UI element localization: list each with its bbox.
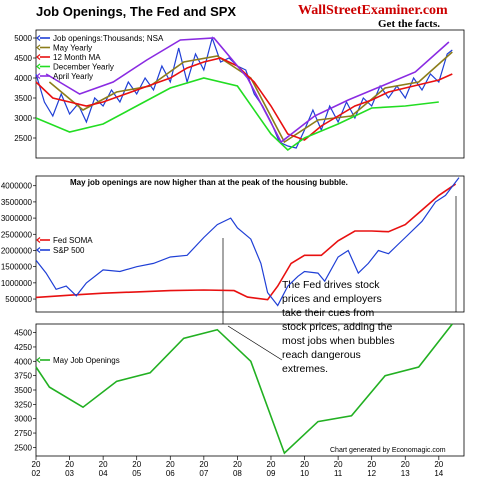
y-tick-label: 3000000 (1, 214, 33, 223)
y-tick-label: 4500 (14, 329, 32, 338)
x-tick-label: 02 (32, 469, 41, 478)
x-tick-label-century: 20 (65, 460, 74, 469)
y-tick-label: 4000000 (1, 182, 33, 191)
legend-arrow-icon (36, 54, 41, 60)
legend-label: December Yearly (53, 63, 114, 72)
annotation-line: stock prices, adding the (282, 321, 392, 333)
brand-logo: WallStreetExaminer.com (298, 3, 448, 18)
x-tick-label-century: 20 (132, 460, 141, 469)
x-tick-label-century: 20 (401, 460, 410, 469)
legend-label: S&P 500 (53, 246, 85, 255)
x-tick-label: 03 (65, 469, 74, 478)
y-tick-label: 3000 (14, 114, 32, 123)
legend-label: May Job Openings (53, 356, 120, 365)
x-tick-label-century: 20 (300, 460, 309, 469)
y-tick-label: 1000000 (1, 279, 33, 288)
x-tick-label-century: 20 (99, 460, 108, 469)
annotation-block: The Fed drives stock prices and employer… (282, 279, 395, 375)
y-tick-label: 4250 (14, 343, 32, 352)
x-tick-label: 04 (99, 469, 108, 478)
y-tick-label: 2500000 (1, 230, 33, 239)
top-panel-frame (35, 29, 465, 159)
middle-panel-frame (35, 175, 465, 313)
y-tick-label: 4500 (14, 54, 32, 63)
y-tick-label: 1500000 (1, 263, 33, 272)
chart-credit: Chart generated by Economagic.com (330, 447, 446, 454)
y-tick-label: 2750 (14, 429, 32, 438)
x-tick-label-century: 20 (32, 460, 41, 469)
y-tick-label: 4000 (14, 74, 32, 83)
annotation-pointer (227, 325, 283, 361)
x-tick-label: 14 (434, 469, 443, 478)
series-line (35, 57, 453, 141)
legend-arrow-icon (36, 35, 41, 41)
y-tick-label: 3000 (14, 415, 32, 424)
series-line (35, 177, 460, 307)
middle-note: May job openings are now higher than at … (70, 178, 348, 187)
y-tick-label: 5000 (14, 34, 32, 43)
legend-label: 12 Month MA (53, 53, 101, 62)
annotation-line: take their cues from (282, 307, 374, 319)
series-line (45, 37, 450, 144)
legend-arrow-icon (36, 237, 41, 243)
x-tick-label-century: 20 (267, 460, 276, 469)
y-tick-label: 3500 (14, 94, 32, 103)
x-tick-label-century: 20 (367, 460, 376, 469)
brand-tagline: Get the facts. (378, 18, 440, 30)
y-tick-label: 2500 (14, 443, 32, 452)
legend-label: Job openings:Thousands; NSA (53, 34, 164, 43)
annotation-line: The Fed drives stock (282, 279, 380, 291)
legend-arrow-icon (36, 63, 41, 70)
connector-lines (222, 196, 457, 361)
legend-label: May Yearly (53, 44, 92, 53)
x-tick-label: 09 (267, 469, 276, 478)
x-tick-label: 05 (132, 469, 141, 478)
legend-label: April Yearly (53, 72, 93, 81)
y-tick-label: 2000000 (1, 246, 33, 255)
x-tick-label: 07 (199, 469, 208, 478)
x-tick-label-century: 20 (233, 460, 242, 469)
y-tick-label: 500000 (5, 295, 32, 304)
annotation-line: extremes. (282, 363, 328, 375)
chart-title: Job Openings, The Fed and SPX (36, 4, 236, 19)
x-tick-label: 08 (233, 469, 242, 478)
legend-label: Fed SOMA (53, 236, 93, 245)
x-tick-label: 13 (401, 469, 410, 478)
annotation-line: reach dangerous (282, 349, 361, 361)
legend-arrow-icon (36, 357, 41, 363)
annotation-line: prices and employers (282, 293, 382, 305)
x-tick-label-century: 20 (434, 460, 443, 469)
y-tick-label: 3750 (14, 372, 32, 381)
y-tick-label: 3500 (14, 386, 32, 395)
annotation-line: most jobs when bubbles (282, 335, 395, 347)
legend-arrow-icon (36, 44, 41, 51)
legend-arrow-icon (36, 73, 41, 79)
y-tick-label: 4000 (14, 357, 32, 366)
series-line (35, 77, 439, 152)
x-tick-label: 11 (334, 469, 343, 478)
y-tick-label: 2500 (14, 134, 32, 143)
x-tick-label: 12 (367, 469, 376, 478)
x-tick-label: 06 (166, 469, 175, 478)
x-tick-label: 10 (300, 469, 309, 478)
x-tick-label-century: 20 (166, 460, 175, 469)
series-line (35, 183, 457, 301)
y-tick-label: 3500000 (1, 198, 33, 207)
x-tick-label-century: 20 (199, 460, 208, 469)
series-line (35, 323, 453, 455)
x-tick-label-century: 20 (334, 460, 343, 469)
y-tick-label: 3250 (14, 400, 32, 409)
legend-arrow-icon (36, 247, 41, 253)
